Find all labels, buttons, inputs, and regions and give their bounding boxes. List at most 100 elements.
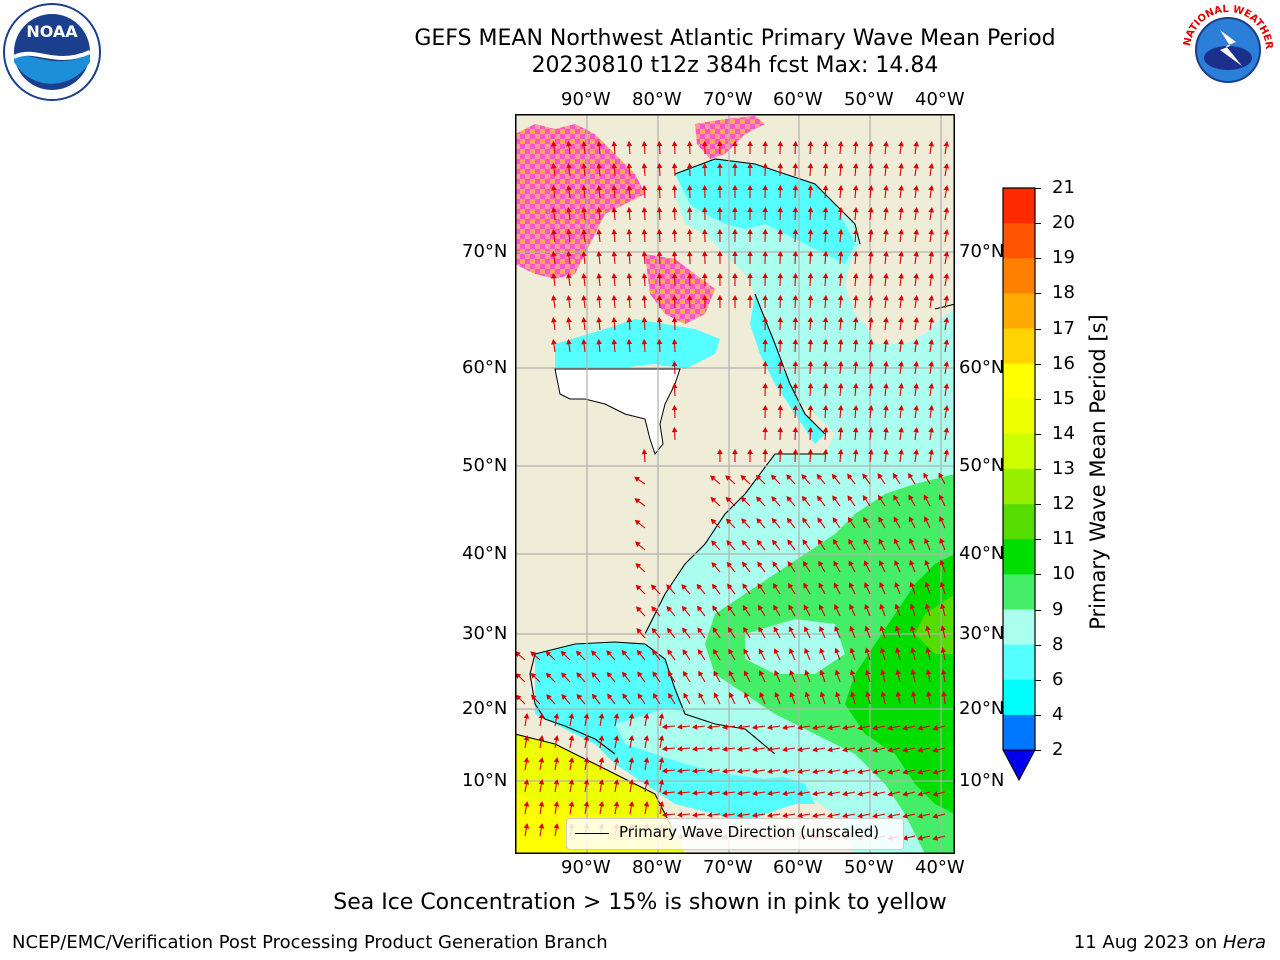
- wave-arrow-head: [822, 228, 829, 235]
- wave-arrow-head: [747, 206, 753, 213]
- wave-arrow-head: [671, 294, 678, 301]
- wave-arrow-head: [551, 162, 557, 169]
- wave-arrow-head: [868, 316, 874, 323]
- wave-arrow-head: [758, 648, 764, 655]
- wave-arrow-head: [726, 561, 733, 568]
- wave-arrow-head: [818, 604, 824, 611]
- colorbar: [1002, 187, 1036, 782]
- wave-arrow-head: [842, 812, 848, 819]
- wave-arrow-head: [762, 316, 769, 323]
- wave-arrow-head: [792, 294, 799, 301]
- wave-arrow-head: [553, 713, 560, 719]
- wave-arrow-head: [924, 581, 931, 588]
- wave-arrow-head: [636, 628, 642, 634]
- wave-arrow-head: [807, 338, 814, 345]
- wave-arrow-head: [842, 768, 848, 775]
- wave-arrow-head: [681, 584, 687, 590]
- lat-tick-left: 20°N: [462, 698, 508, 719]
- wave-arrow-head: [837, 316, 844, 323]
- wave-arrow-head: [756, 518, 762, 524]
- wave-arrow-head: [872, 812, 878, 819]
- wave-arrow-head: [932, 747, 939, 753]
- wave-arrow-head: [596, 162, 602, 169]
- wave-arrow-head: [913, 316, 919, 323]
- wave-arrow-head: [868, 140, 874, 147]
- wave-arrow-head: [551, 250, 557, 257]
- wave-arrow-head: [636, 649, 643, 656]
- wave-arrow-head: [883, 184, 889, 191]
- wave-arrow-head: [894, 581, 900, 588]
- wave-arrow-head: [777, 404, 784, 411]
- wave-arrow-head: [611, 272, 618, 279]
- wave-arrow-head: [817, 539, 824, 545]
- wave-arrow-head: [641, 316, 648, 323]
- colorbar-tick-label: 17: [1052, 317, 1075, 339]
- wave-arrow-head: [696, 583, 703, 590]
- wave-arrow-head: [819, 669, 825, 676]
- wave-arrow-head: [807, 184, 814, 191]
- wave-arrow-head: [656, 294, 663, 301]
- wave-arrow-head: [883, 382, 889, 389]
- wave-arrow-head: [852, 448, 859, 455]
- wave-arrow-head: [606, 671, 613, 678]
- wave-arrow-head: [913, 228, 919, 235]
- wave-arrow-head: [762, 294, 769, 301]
- wave-arrow-head: [777, 250, 784, 257]
- wave-arrow-head: [762, 184, 769, 191]
- wave-arrow-head: [596, 184, 602, 191]
- wave-arrow-head: [804, 691, 811, 698]
- wave-arrow-head: [583, 713, 590, 719]
- wave-arrow-head: [894, 625, 901, 632]
- wave-arrow-head: [879, 560, 885, 567]
- wave-arrow-head: [883, 426, 889, 433]
- wave-arrow-head: [863, 538, 869, 545]
- wave-arrow-head: [747, 184, 753, 191]
- ocean-hudson: [555, 319, 720, 369]
- wave-arrow-head: [568, 735, 575, 741]
- wave-arrow-head: [751, 724, 758, 731]
- lon-tick-top: 80°W: [632, 89, 682, 110]
- wave-arrow-head: [713, 648, 719, 655]
- wave-arrow-head: [743, 648, 749, 655]
- wave-arrow-head: [883, 316, 889, 323]
- colorbar-tick-label: 15: [1052, 387, 1075, 409]
- wave-arrow-head: [551, 228, 557, 235]
- wave-arrow-head: [523, 757, 530, 763]
- wave-arrow-head: [895, 691, 902, 697]
- wave-arrow-head: [868, 404, 874, 411]
- wave-arrow-head: [898, 140, 904, 147]
- wave-arrow-head: [908, 472, 914, 479]
- wave-arrow-head: [902, 747, 908, 753]
- wave-arrow-head: [792, 426, 799, 433]
- wave-arrow-head: [893, 538, 899, 545]
- wave-arrow-head: [747, 140, 753, 147]
- wave-arrow-head: [883, 338, 889, 345]
- wave-arrow-head: [762, 448, 769, 455]
- colorbar-tick-mark: [1035, 223, 1041, 225]
- wave-arrow-head: [894, 603, 900, 610]
- wave-arrow-head: [902, 791, 908, 797]
- wave-arrow-head: [831, 473, 838, 480]
- colorbar-segment: [1003, 504, 1035, 540]
- wave-arrow-head: [943, 449, 950, 455]
- wave-arrow-head: [581, 250, 587, 257]
- wave-arrow-head: [939, 581, 946, 588]
- wave-arrow-head: [538, 757, 545, 763]
- wave-arrow-head: [598, 713, 605, 719]
- wave-arrow-head: [877, 473, 883, 480]
- wave-arrow-head: [777, 206, 784, 213]
- wave-arrow-head: [596, 206, 602, 213]
- wave-arrow-head: [566, 140, 572, 147]
- wave-arrow-head: [842, 724, 848, 731]
- wave-arrow-head: [637, 693, 643, 700]
- wave-arrow-head: [932, 769, 939, 775]
- wave-arrow-head: [701, 294, 708, 301]
- wave-arrow-head: [883, 250, 889, 257]
- wave-arrow-head: [626, 272, 633, 279]
- wave-arrow-head: [613, 779, 620, 785]
- wave-arrow-head: [777, 360, 784, 367]
- colorbar-tick-mark: [1035, 539, 1041, 541]
- wave-arrow-head: [741, 518, 747, 525]
- wave-arrow-head: [725, 475, 732, 481]
- wave-arrow-head: [725, 518, 732, 525]
